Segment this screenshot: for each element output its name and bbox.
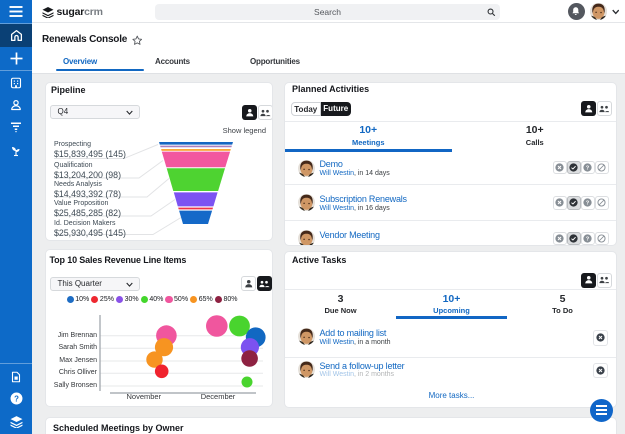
- svg-text:?: ?: [586, 165, 590, 171]
- svg-text:?: ?: [586, 236, 590, 242]
- svg-text:?: ?: [14, 394, 19, 403]
- svg-text:?: ?: [586, 201, 590, 207]
